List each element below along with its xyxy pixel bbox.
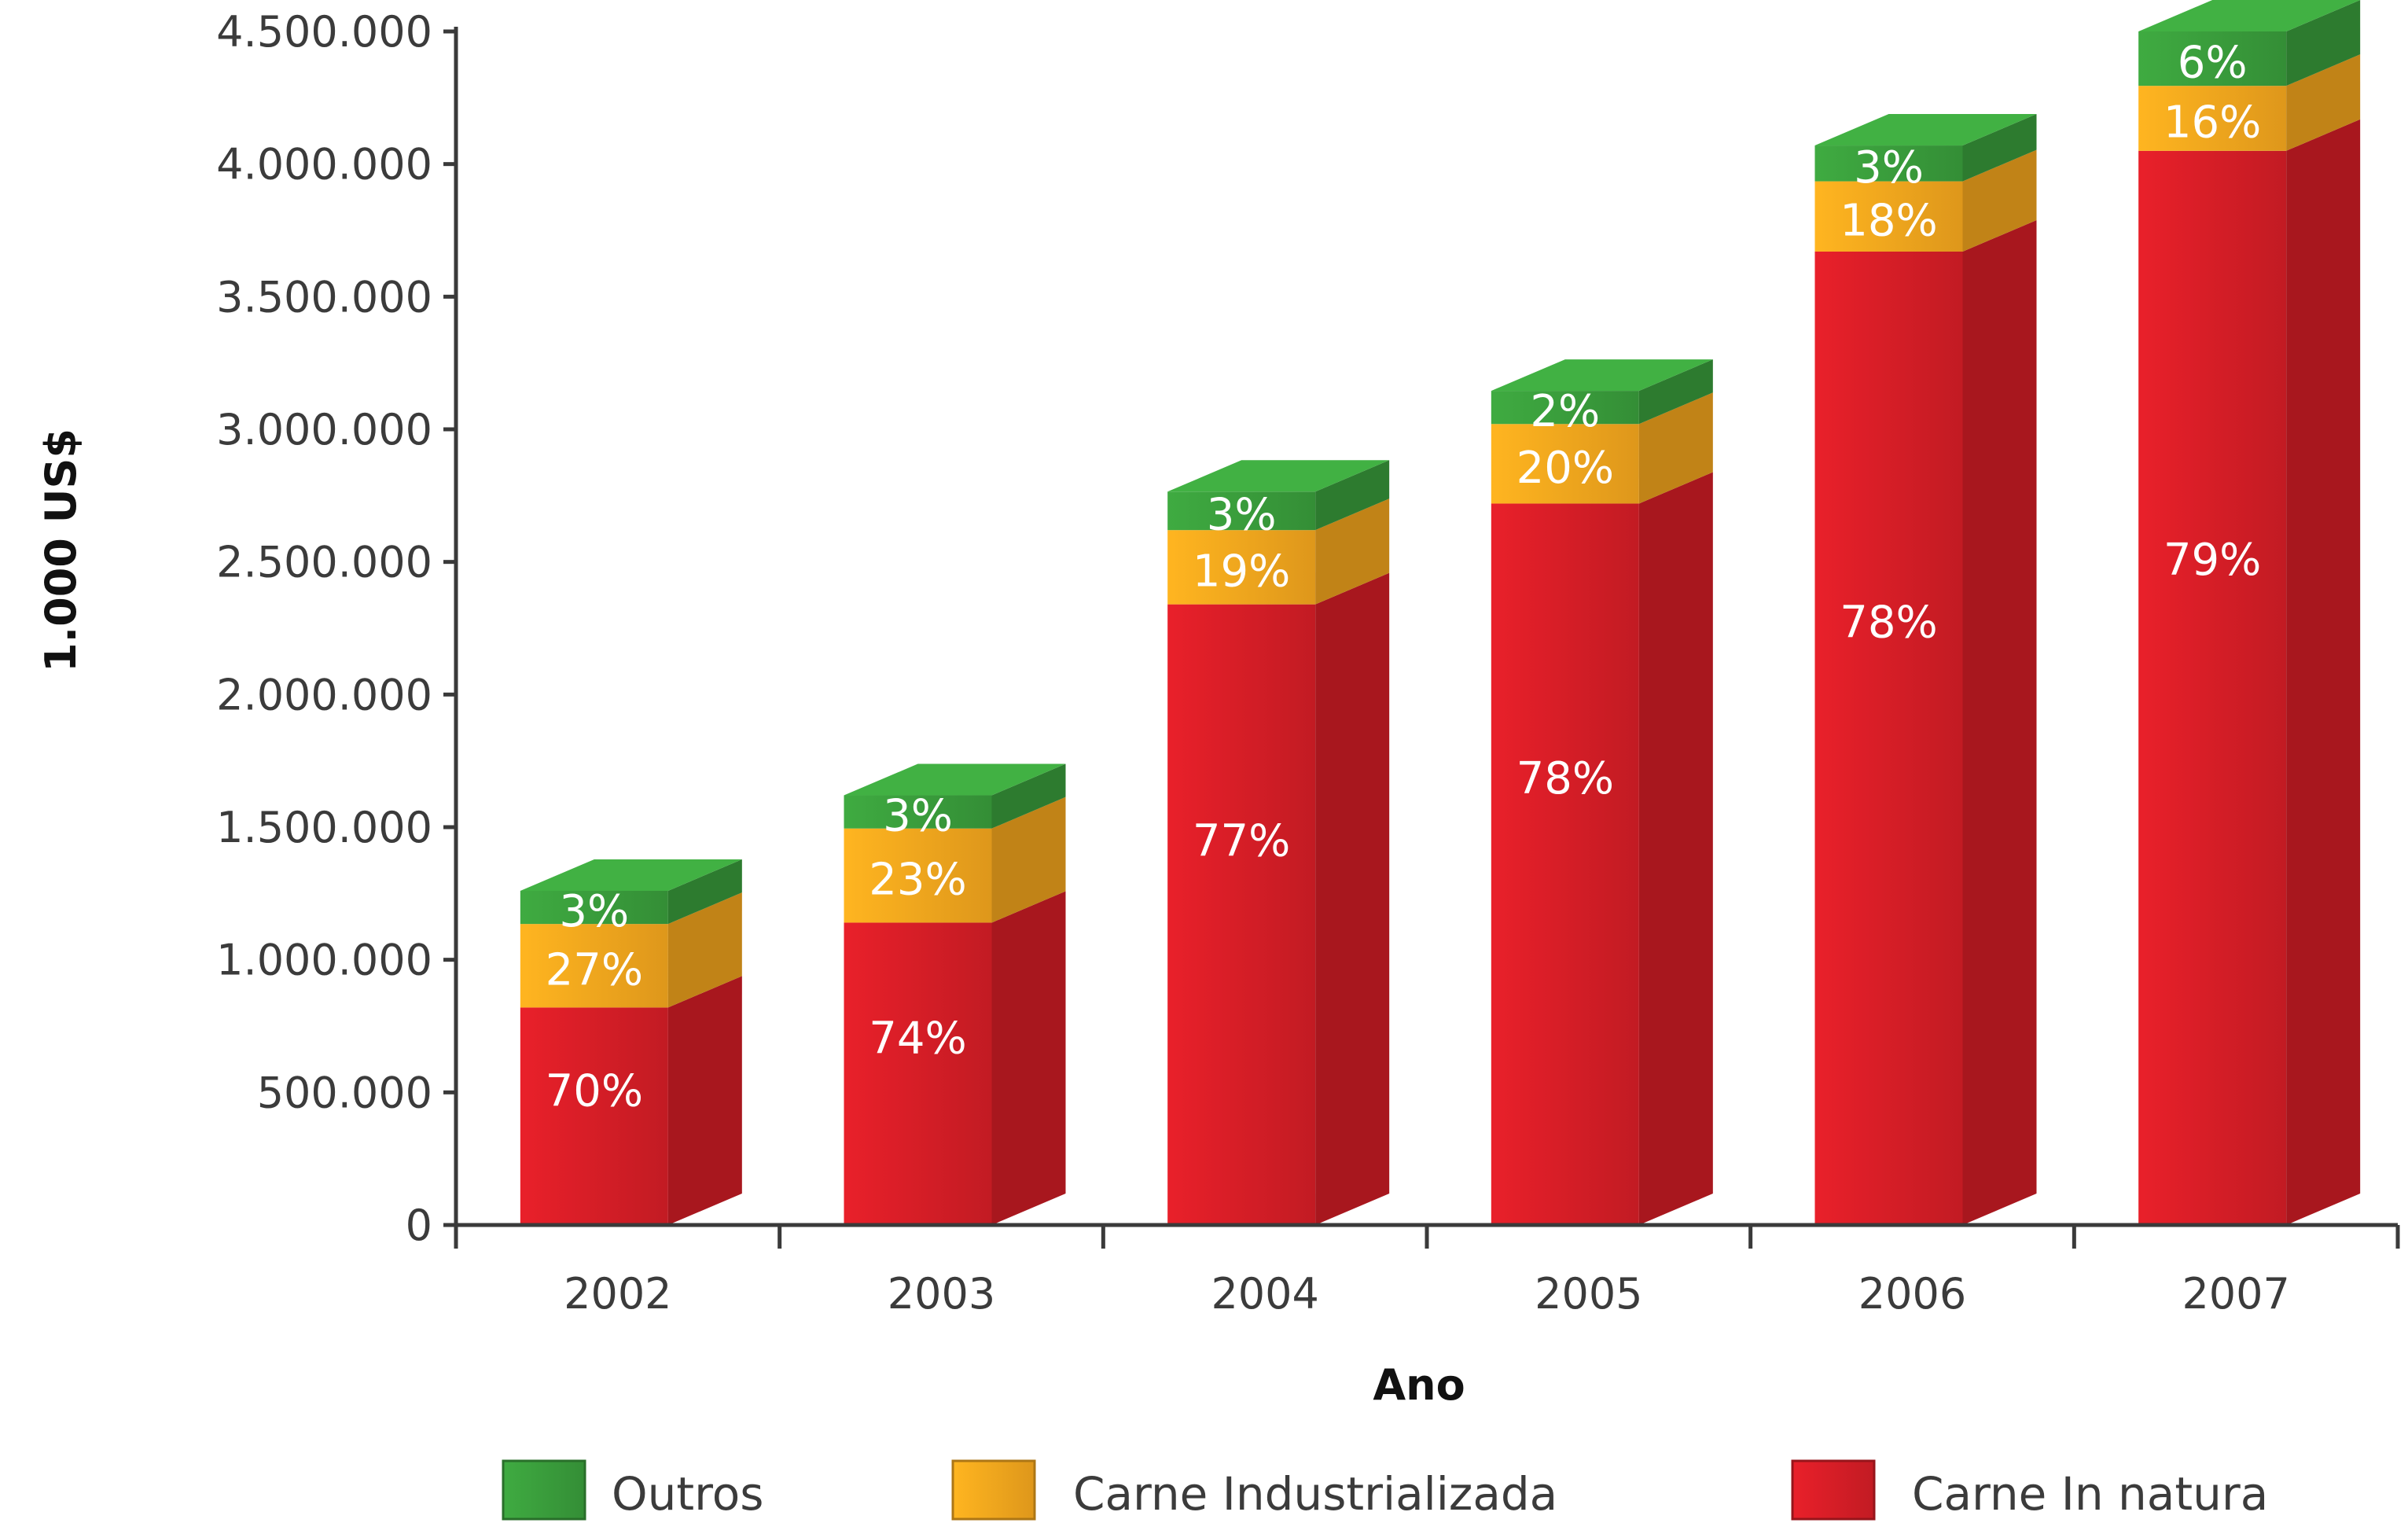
x-tick-label: 2003 [888, 1269, 995, 1319]
bar-segment-side [991, 796, 1066, 923]
bar-stack-2005: 78% 20% 2% [1491, 359, 1713, 1225]
bar-segment [520, 1007, 668, 1225]
y-tick-label: 2.500.000 [216, 538, 432, 587]
bar-segment-side [991, 763, 1066, 829]
bar-top-face [844, 763, 1066, 796]
bar-segment-side [2286, 0, 2361, 86]
bar-segment-side [991, 891, 1066, 1225]
bar-top-face [1167, 460, 1390, 492]
legend-swatch [1791, 1459, 1876, 1521]
bar-segment-side [1962, 114, 2037, 182]
bar-segment [2138, 31, 2287, 86]
y-tick-label: 3.500.000 [216, 272, 432, 322]
legend-label: Outros [612, 1467, 763, 1521]
legend-item: Carne Industrializada [951, 1459, 1557, 1521]
bar-segment [520, 924, 668, 1008]
bar-data-label: 16% [2164, 97, 2261, 148]
bar-data-label: 3% [1854, 142, 1924, 193]
legend-label: Carne In natura [1912, 1467, 2268, 1521]
bar-segment-side [667, 976, 742, 1225]
bar-data-label: 27% [546, 944, 643, 995]
bar-top-face [1814, 114, 2037, 146]
x-tick-label: 2004 [1211, 1269, 1318, 1319]
legend-item: Outros [502, 1459, 763, 1521]
y-tick-label: 3.000.000 [216, 405, 432, 454]
bar-segment [1167, 491, 1316, 531]
bar-segment [2138, 86, 2287, 151]
bar-data-label: 20% [1516, 443, 1614, 494]
bar-segment [2138, 150, 2287, 1225]
legend-swatch [502, 1459, 586, 1521]
bar-segment-side [1315, 498, 1390, 605]
bar-data-label: 23% [869, 855, 966, 906]
bar-segment-side [1962, 149, 2037, 252]
y-tick-label: 4.500.000 [216, 7, 432, 57]
legend-item: Carne In natura [1791, 1459, 2268, 1521]
bar-data-label: 18% [1840, 195, 1937, 246]
bar-data-label: 19% [1193, 546, 1290, 597]
bar-segment-side [1638, 392, 1713, 504]
bar-segment [1491, 391, 1639, 425]
x-tick-label: 2007 [2182, 1269, 2289, 1319]
bar-data-label: 70% [546, 1065, 643, 1116]
y-tick-label: 0 [406, 1201, 432, 1250]
bar-stack-2003: 74% 23% 3% [844, 763, 1066, 1225]
bar-data-label: 78% [1840, 597, 1937, 648]
legend-swatch [951, 1459, 1036, 1521]
bar-segment-side [2286, 119, 2361, 1225]
legend-label: Carne Industrializada [1073, 1467, 1557, 1521]
bar-segment [1167, 530, 1316, 605]
bar-segment [1491, 503, 1639, 1225]
y-tick-label: 500.000 [257, 1068, 432, 1117]
bar-top-face [1491, 359, 1713, 392]
bar-segment-side [1962, 219, 2037, 1225]
bar-segment-side [1638, 472, 1713, 1225]
bar-segment-side [667, 859, 742, 925]
bar-segment [844, 795, 992, 829]
legend: Outros Carne Industrializada Carne In natu… [502, 1459, 2268, 1521]
x-axis: 2002 2003 2004 2005 2006 2007 [454, 1223, 2400, 1319]
bar-segment [1814, 251, 1963, 1225]
bar-segment-side [667, 892, 742, 1008]
bar-data-label: 3% [883, 791, 953, 842]
bar-top-face [2138, 0, 2361, 31]
bar-segment-side [1315, 572, 1390, 1225]
bar-segment [844, 828, 992, 923]
bar-data-label: 74% [869, 1013, 966, 1065]
y-tick-label: 2.000.000 [216, 670, 432, 719]
bar-segment-side [1638, 359, 1713, 425]
bar-data-label: 77% [1193, 816, 1290, 867]
bar-data-label: 78% [1516, 753, 1614, 804]
bar-stack-2002: 70% 27% 3% [520, 859, 742, 1225]
y-axis-title: 1.000 US$ [36, 429, 86, 672]
bar-segment [1491, 424, 1639, 504]
bar-data-label: 6% [2178, 38, 2248, 89]
bar-segment [1814, 181, 1963, 252]
y-tick-label: 4.000.000 [216, 140, 432, 189]
bar-data-label: 79% [2164, 535, 2261, 586]
bar-segment [1167, 604, 1316, 1225]
bar-stack-2004: 77% 19%3% [1167, 460, 1390, 1225]
bars-group: 70%27%3%74%23%3% 77%19%3%78%20%2%78%18%3%… [520, 0, 2361, 1225]
bar-data-label: 2% [1530, 386, 1600, 437]
bar-segment [844, 922, 992, 1225]
x-tick-label: 2002 [564, 1269, 671, 1319]
bar-segment-side [2286, 54, 2361, 151]
bar-top-face [520, 859, 742, 891]
bar-stack-2006: 78% 18%3% [1814, 114, 2037, 1225]
bar-stack-2007: 79% 16% 6% [2138, 0, 2361, 1225]
x-tick-label: 2006 [1858, 1269, 1966, 1319]
bar-data-label: 3% [1207, 490, 1277, 541]
bar-segment-side [1315, 460, 1390, 531]
y-tick-label: 1.000.000 [216, 936, 432, 985]
y-tick-label: 1.500.000 [216, 803, 432, 852]
bar-segment [520, 890, 668, 925]
bar-segment [1814, 145, 1963, 182]
bar-data-label: 3% [559, 886, 629, 937]
x-tick-label: 2005 [1535, 1269, 1642, 1319]
x-axis-title: Ano [1373, 1360, 1465, 1410]
y-axis: 0 500.000 1.000.000 1.500.000 2.000.000 2.500… [216, 7, 458, 1250]
